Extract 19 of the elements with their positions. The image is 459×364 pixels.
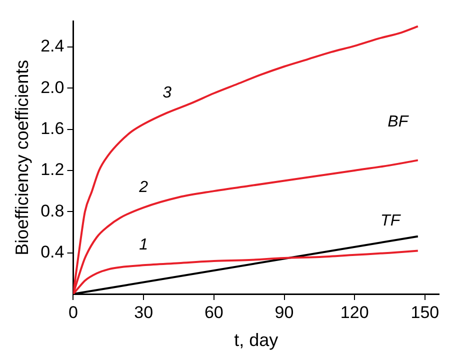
series-label: 1 <box>139 236 148 254</box>
y-tick-label: 1.2 <box>40 160 64 180</box>
x-tick-label: 120 <box>340 302 369 322</box>
x-axis-title: t, day <box>234 330 278 350</box>
y-tick-label: 1.6 <box>40 118 64 138</box>
x-tick-label: 0 <box>68 302 78 322</box>
annotation: BF <box>388 114 410 131</box>
y-tick-label: 0.8 <box>40 201 64 220</box>
y-tick-label: 2.0 <box>40 78 64 97</box>
x-tick-label: 150 <box>410 302 440 322</box>
series-label: 2 <box>138 178 148 196</box>
y-tick-label: 0.4 <box>40 242 64 262</box>
x-tick-label: 60 <box>204 302 224 322</box>
x-tick-label: 90 <box>274 302 294 322</box>
series-label: 3 <box>162 84 172 102</box>
y-axis-title: Bioefficiency coefficients <box>12 60 32 256</box>
series-label: TF <box>380 212 402 230</box>
y-tick-label: 2.4 <box>40 36 64 56</box>
x-tick-label: 30 <box>134 302 154 322</box>
